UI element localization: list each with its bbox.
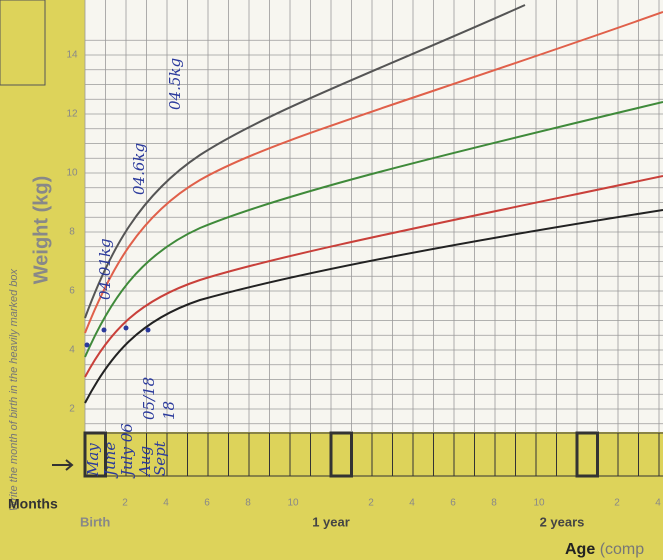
month-tick-label: 4	[655, 498, 661, 509]
y-tick-label: 6	[69, 286, 75, 297]
dot	[102, 328, 107, 333]
note: Write the month of birth in the heavily …	[8, 268, 20, 511]
growth-chart-photo: Weight (kg) Write the month of birth in …	[0, 0, 663, 560]
y-tick-label: 4	[69, 345, 75, 356]
months-label: Months	[8, 496, 58, 512]
age-title-main: Age	[565, 541, 595, 558]
month-tick-label: 6	[204, 498, 210, 509]
age-title-rest: (comp	[600, 541, 645, 558]
age-mark: 1 year	[312, 514, 350, 529]
month-tick-label: 4	[409, 498, 415, 509]
handwritten-note: 18	[160, 401, 178, 420]
handwritten-note: Sept	[151, 440, 169, 476]
handwritten-note: 04.5kg	[166, 58, 184, 110]
month-tick-label: 8	[245, 498, 251, 509]
handwritten-note: May	[84, 443, 102, 477]
y-tick-label: 2	[69, 404, 75, 415]
dot	[85, 343, 90, 348]
y-tick-label: 8	[69, 227, 75, 238]
y-tick-label: 12	[66, 109, 78, 120]
handwritten-note: June	[101, 442, 119, 479]
month-tick-label: 2	[122, 498, 128, 509]
month-tick-label: 2	[614, 498, 620, 509]
month-tick-label: 2	[368, 498, 374, 509]
month-tick-label: 4	[163, 498, 169, 509]
dot	[146, 328, 151, 333]
age-mark: Birth	[80, 514, 110, 529]
age-title: Age (comp	[565, 541, 644, 558]
handwritten-note: July 06	[118, 423, 136, 479]
handwritten-note: 05/18	[140, 377, 158, 420]
dot	[124, 326, 129, 331]
handwritten-note: 04.01kg	[96, 238, 114, 300]
month-tick-label: 8	[491, 498, 497, 509]
y-tick-label: 14	[66, 50, 78, 61]
y-title: Weight (kg)	[30, 176, 52, 285]
age-mark: 2 years	[540, 514, 585, 529]
y-tick-label: 10	[66, 168, 78, 179]
month-tick-label: 10	[533, 498, 545, 509]
month-tick-label: 10	[287, 498, 299, 509]
month-tick-label: 6	[450, 498, 456, 509]
handwritten-note: 04.6kg	[130, 143, 148, 195]
